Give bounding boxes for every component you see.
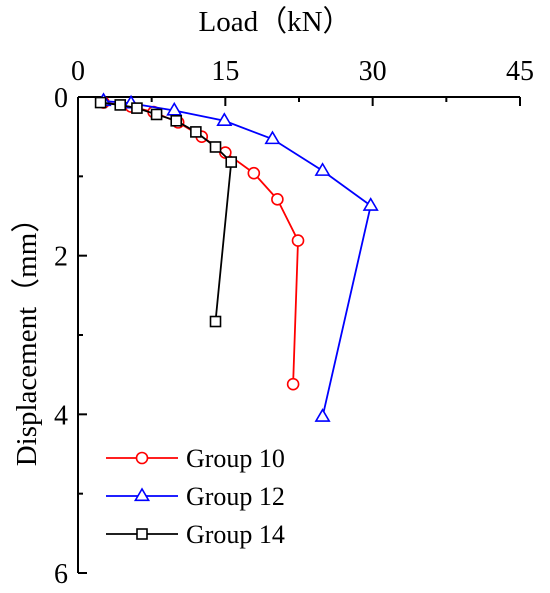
data-point-group-14 <box>225 156 238 168</box>
x-tick-label: 0 <box>71 56 85 87</box>
series-line-group-12 <box>103 100 372 417</box>
legend-marker <box>133 487 151 502</box>
data-point-group-14 <box>131 102 143 114</box>
series-line-group-10 <box>103 101 299 385</box>
y-axis-ticks: 0 2 4 6 <box>54 83 87 590</box>
data-point-group-10 <box>286 377 300 391</box>
data-point-group-10 <box>271 193 284 206</box>
x-tick-label: 30 <box>359 56 387 87</box>
data-point-group-14 <box>190 126 202 138</box>
data-point-group-12 <box>314 162 331 176</box>
series-line-group-14 <box>100 101 233 322</box>
series-group-14 <box>94 96 238 328</box>
data-point-group-14 <box>209 141 222 153</box>
legend-item-group-10: Group 10 <box>106 444 285 473</box>
data-point-group-14 <box>209 315 222 328</box>
y-tick-label: 0 <box>54 83 68 114</box>
data-point-group-14 <box>170 115 183 127</box>
x-axis-title: Load（kN） <box>198 6 351 38</box>
y-tick-label: 6 <box>54 559 68 590</box>
legend-marker <box>135 451 149 465</box>
y-tick-label: 2 <box>54 242 68 273</box>
x-tick-label: 45 <box>506 56 534 87</box>
data-point-group-12 <box>216 112 233 126</box>
x-tick-label: 15 <box>211 56 239 87</box>
data-point-group-14 <box>114 99 127 111</box>
legend: Group 10 Group 12 Group 14 <box>106 444 285 549</box>
series-layer <box>94 92 379 422</box>
y-axis-title: Displacement（mm） <box>11 204 43 467</box>
legend-label: Group 10 <box>186 444 285 473</box>
data-point-group-12 <box>314 408 331 422</box>
data-point-group-12 <box>264 130 281 145</box>
data-point-group-14 <box>150 108 163 121</box>
data-point-group-14 <box>94 96 107 109</box>
legend-label: Group 12 <box>186 482 285 511</box>
data-point-group-12 <box>166 101 183 116</box>
series-group-12 <box>95 92 379 422</box>
data-point-group-10 <box>291 234 305 247</box>
legend-label: Group 14 <box>186 520 285 549</box>
y-tick-label: 4 <box>54 400 68 431</box>
x-axis-ticks: 0 15 30 45 <box>71 56 534 106</box>
data-point-group-12 <box>362 197 379 211</box>
legend-item-group-12: Group 12 <box>106 482 285 511</box>
legend-item-group-14: Group 14 <box>106 520 285 549</box>
legend-marker <box>136 528 148 540</box>
data-point-group-10 <box>247 166 261 180</box>
